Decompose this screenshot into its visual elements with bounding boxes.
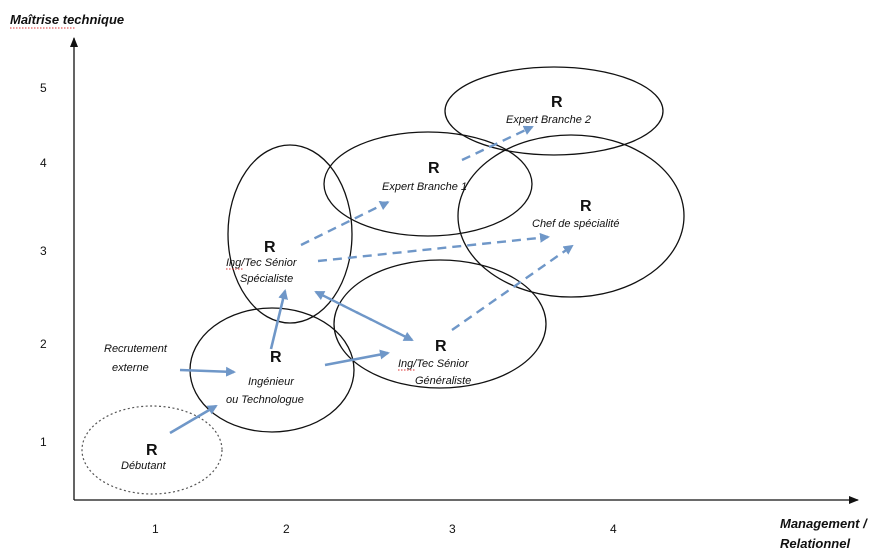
chef-r: R bbox=[580, 198, 592, 215]
arrow-ingenieur-to-specialiste bbox=[269, 289, 288, 350]
ingenieur-label-line1: Ingénieur bbox=[248, 376, 295, 388]
specialiste-label-line1: Ing/Tec Sénior bbox=[226, 257, 298, 269]
generaliste-label-line2: Généraliste bbox=[415, 375, 471, 387]
specialiste-ellipse bbox=[227, 144, 353, 324]
expert1-ellipse bbox=[323, 131, 533, 237]
generaliste-r: R bbox=[435, 338, 447, 355]
chef-ellipse bbox=[457, 134, 685, 298]
y-tick-5: 5 bbox=[40, 81, 47, 95]
recrutement-label-line1: Recrutement bbox=[104, 343, 168, 355]
arrow-generaliste-to-chef bbox=[451, 244, 574, 331]
arrow-recrutement-to-ingenieur bbox=[179, 366, 236, 377]
debutant-ellipse bbox=[81, 405, 223, 495]
arrow-specialiste-to-expert1 bbox=[300, 200, 390, 247]
recrutement-label-line2: externe bbox=[112, 362, 149, 374]
arrow-ingenieur-to-generaliste bbox=[324, 349, 390, 367]
expert1-r: R bbox=[428, 160, 440, 177]
x-axis-title-line1: Management / bbox=[780, 516, 868, 531]
x-axis-title-line2: Relationnel bbox=[780, 536, 850, 551]
x-tick-2: 2 bbox=[283, 522, 290, 536]
expert2-r: R bbox=[551, 94, 563, 111]
chef-label: Chef de spécialité bbox=[532, 218, 619, 230]
y-tick-3: 3 bbox=[40, 244, 47, 258]
debutant-r: R bbox=[146, 442, 158, 459]
specialiste-label-line2: Spécialiste bbox=[240, 273, 293, 285]
arrow-specialiste-to-chef bbox=[317, 232, 550, 263]
y-tick-1: 1 bbox=[40, 435, 47, 449]
y-tick-4: 4 bbox=[40, 156, 47, 170]
ingenieur-label-line2: ou Technologue bbox=[226, 394, 304, 406]
arrow-specialiste-to-generaliste bbox=[315, 290, 414, 342]
y-tick-2: 2 bbox=[40, 337, 47, 351]
arrow-expert1-to-expert2 bbox=[461, 125, 534, 162]
expert1-label: Expert Branche 1 bbox=[382, 181, 467, 193]
expert2-ellipse bbox=[444, 66, 664, 156]
ingenieur-r: R bbox=[270, 349, 282, 366]
debutant-label: Débutant bbox=[121, 460, 167, 472]
x-tick-3: 3 bbox=[449, 522, 456, 536]
generaliste-label-line1: Ing/Tec Sénior bbox=[398, 358, 470, 370]
specialiste-r: R bbox=[264, 239, 276, 256]
expert2-label: Expert Branche 2 bbox=[506, 114, 591, 126]
x-tick-4: 4 bbox=[610, 522, 617, 536]
y-axis-title: Maîtrise technique bbox=[10, 12, 124, 27]
x-tick-1: 1 bbox=[152, 522, 159, 536]
arrow-debutant-to-ingenieur bbox=[169, 404, 218, 435]
generaliste-ellipse bbox=[333, 259, 547, 389]
